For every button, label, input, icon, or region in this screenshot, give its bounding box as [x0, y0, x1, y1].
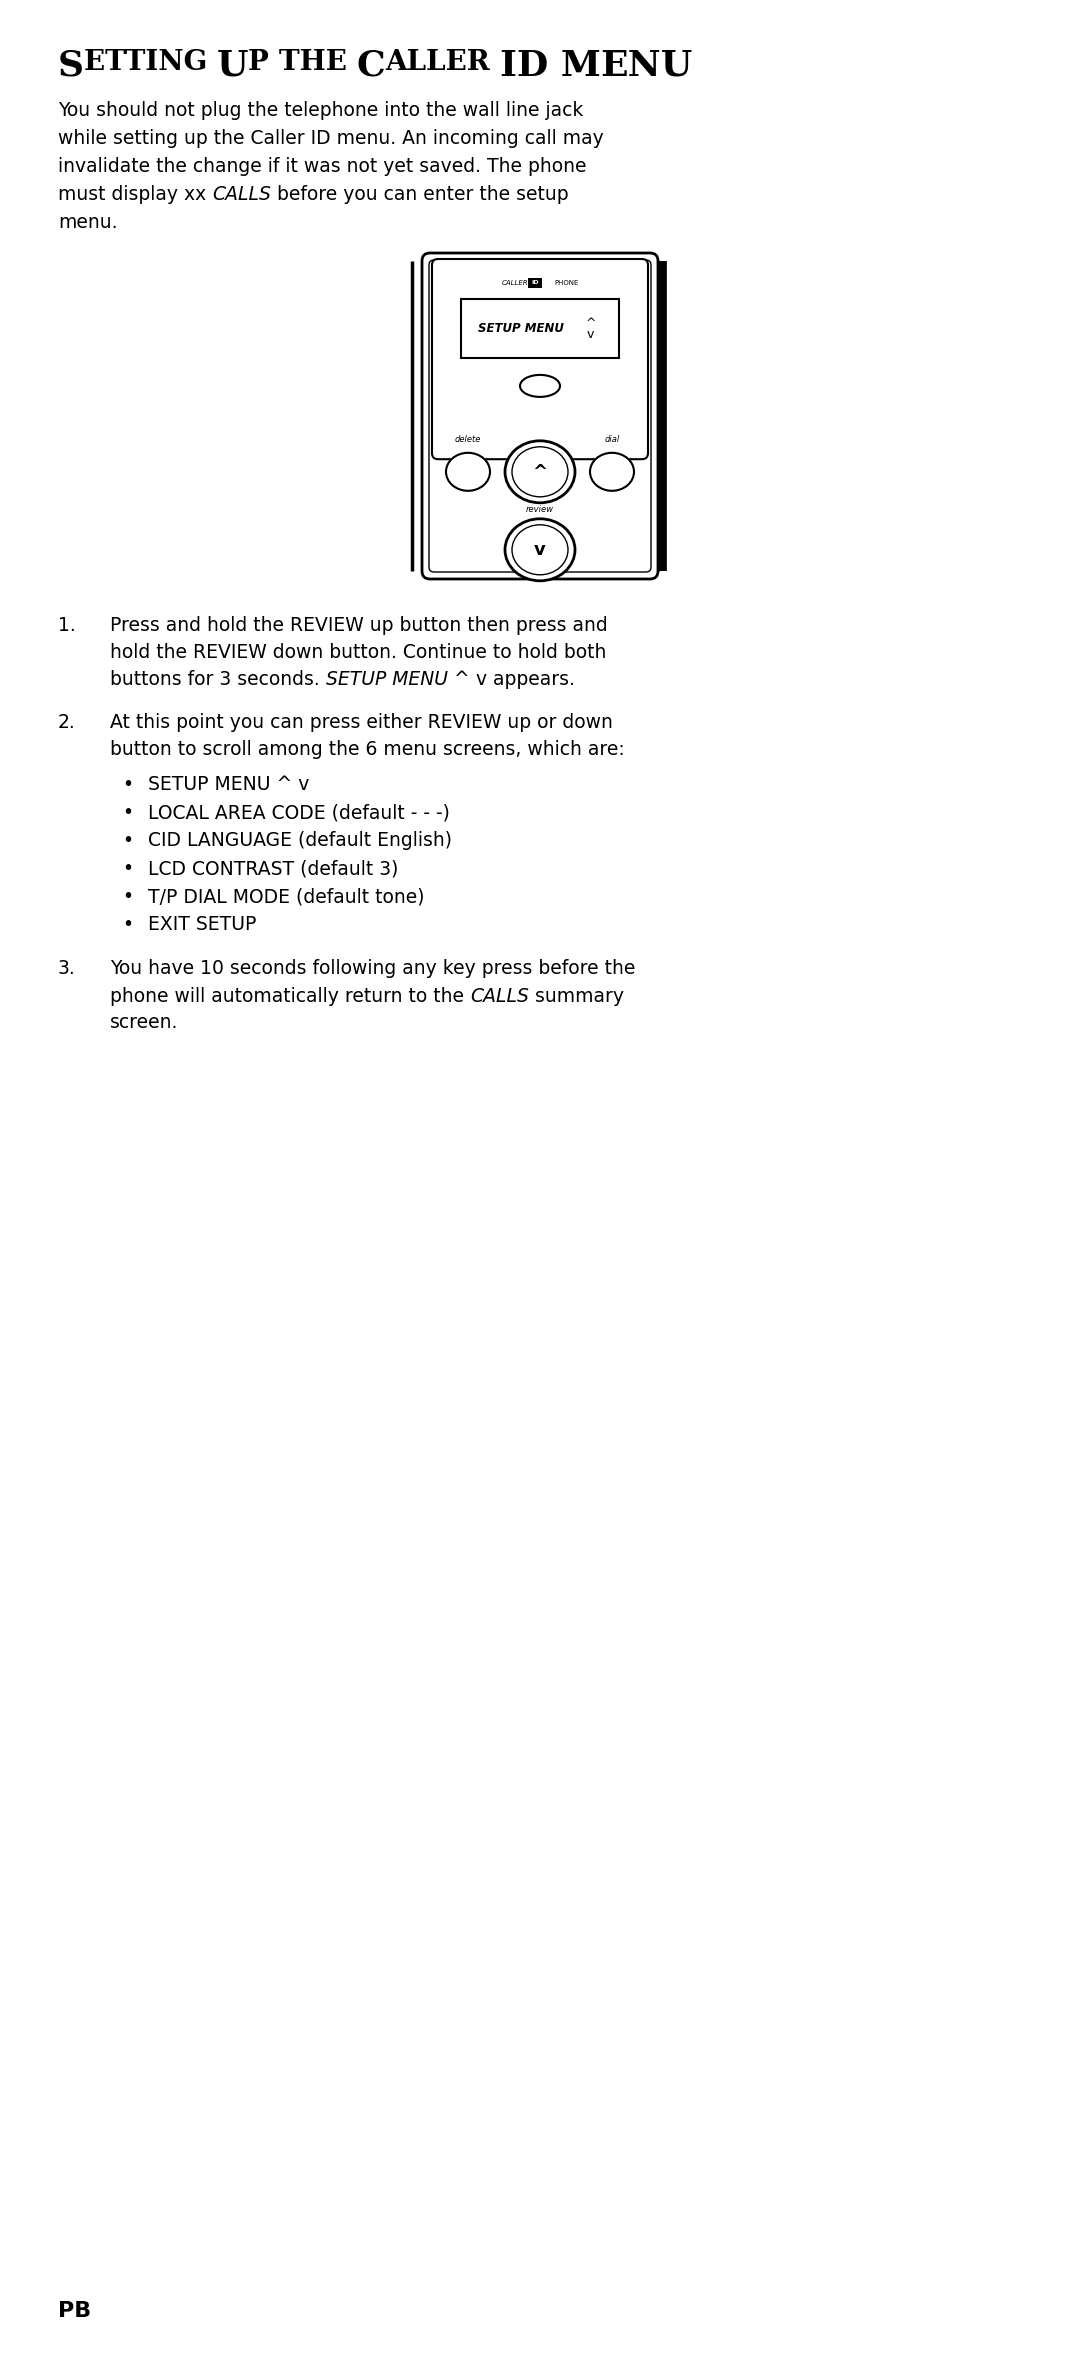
Text: before you can enter the setup: before you can enter the setup	[271, 185, 569, 204]
Ellipse shape	[590, 452, 634, 490]
Text: delete: delete	[455, 436, 482, 443]
Text: v: v	[475, 670, 487, 689]
Text: ALLER: ALLER	[386, 50, 500, 76]
Text: button to scroll among the 6 menu screens, which are:: button to scroll among the 6 menu screen…	[110, 739, 624, 758]
Ellipse shape	[505, 519, 575, 580]
Text: buttons for 3 seconds.: buttons for 3 seconds.	[110, 670, 326, 689]
Ellipse shape	[512, 448, 568, 497]
Text: invalidate the change if it was not yet saved. The phone: invalidate the change if it was not yet …	[58, 156, 586, 175]
Text: C: C	[356, 50, 386, 83]
Text: •: •	[122, 832, 133, 850]
Bar	[461, 298, 619, 358]
Text: •: •	[122, 888, 133, 907]
Text: S: S	[58, 50, 84, 83]
Text: CALLS: CALLS	[213, 185, 271, 204]
Text: LOCAL AREA CODE (default - - -): LOCAL AREA CODE (default - - -)	[148, 803, 450, 822]
Text: Press and hold the REVIEW up button then press and: Press and hold the REVIEW up button then…	[110, 616, 608, 635]
Text: EXIT SETUP: EXIT SETUP	[148, 914, 256, 933]
Text: PB: PB	[58, 2300, 91, 2322]
Text: CALLER: CALLER	[501, 280, 528, 287]
Text: screen.: screen.	[110, 1014, 178, 1033]
Text: SETUP MENU: SETUP MENU	[326, 670, 448, 689]
Text: CID LANGUAGE (default English): CID LANGUAGE (default English)	[148, 832, 453, 850]
Text: T/P DIAL MODE (default tone): T/P DIAL MODE (default tone)	[148, 888, 424, 907]
Text: ID: ID	[531, 280, 539, 287]
Text: ETTING: ETTING	[84, 50, 217, 76]
Text: THE: THE	[279, 50, 356, 76]
Ellipse shape	[446, 452, 490, 490]
Text: ENU: ENU	[600, 50, 692, 83]
Text: 1.: 1.	[58, 616, 76, 635]
Text: ^: ^	[532, 462, 548, 481]
Text: •: •	[122, 914, 133, 933]
Text: while setting up the Caller ID menu. An incoming call may: while setting up the Caller ID menu. An …	[58, 128, 604, 147]
Text: hold the REVIEW down button. Continue to hold both: hold the REVIEW down button. Continue to…	[110, 642, 606, 661]
Text: xx: xx	[184, 185, 213, 204]
Text: appears.: appears.	[487, 670, 575, 689]
FancyBboxPatch shape	[429, 261, 651, 571]
Text: SETUP MENU: SETUP MENU	[478, 322, 564, 334]
Text: CALLS: CALLS	[470, 986, 529, 1004]
Text: summary: summary	[529, 986, 624, 1004]
Text: ^: ^	[448, 670, 475, 689]
Text: review: review	[526, 505, 554, 514]
Text: ^: ^	[585, 317, 596, 329]
Text: LCD CONTRAST (default 3): LCD CONTRAST (default 3)	[148, 860, 399, 879]
Text: PHONE: PHONE	[554, 280, 579, 287]
Ellipse shape	[505, 441, 575, 502]
Text: 3.: 3.	[58, 959, 76, 978]
Text: must display: must display	[58, 185, 184, 204]
Text: phone will automatically return to the: phone will automatically return to the	[110, 986, 470, 1004]
Ellipse shape	[512, 526, 568, 576]
FancyBboxPatch shape	[432, 258, 648, 460]
Text: dial: dial	[605, 436, 620, 443]
Text: ID M: ID M	[500, 50, 600, 83]
Text: v: v	[535, 540, 545, 559]
Ellipse shape	[519, 374, 561, 398]
Text: U: U	[217, 50, 248, 83]
Text: At this point you can press either REVIEW up or down: At this point you can press either REVIE…	[110, 713, 612, 732]
FancyBboxPatch shape	[422, 253, 658, 578]
Text: You have 10 seconds following any key press before the: You have 10 seconds following any key pr…	[110, 959, 635, 978]
Text: SETUP MENU ^ v: SETUP MENU ^ v	[148, 775, 309, 794]
Text: menu.: menu.	[58, 213, 118, 232]
Text: You should not plug the telephone into the wall line jack: You should not plug the telephone into t…	[58, 102, 583, 121]
Text: 2.: 2.	[58, 713, 76, 732]
Text: P: P	[248, 50, 279, 76]
Text: •: •	[122, 775, 133, 794]
Text: •: •	[122, 860, 133, 879]
Text: v: v	[588, 327, 594, 341]
Text: •: •	[122, 803, 133, 822]
FancyBboxPatch shape	[528, 277, 542, 289]
